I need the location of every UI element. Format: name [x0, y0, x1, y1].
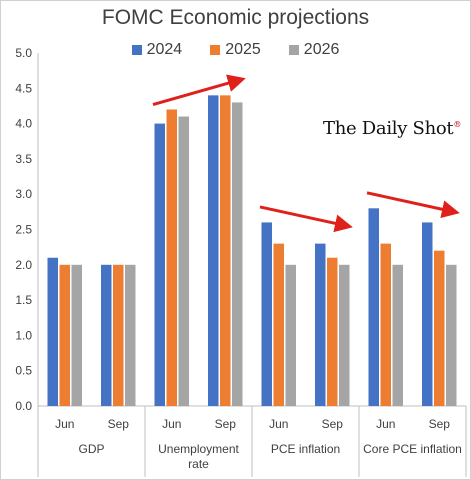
- group-label: rate: [188, 457, 209, 471]
- bar-2025: [166, 109, 177, 406]
- x-tick-label: Sep: [215, 417, 237, 431]
- legend-swatch-2025: [210, 45, 221, 55]
- bar-2025: [59, 264, 70, 406]
- bar-2025: [380, 243, 391, 406]
- legend-label-2024: 2024: [146, 41, 183, 58]
- y-tick-label: 2.0: [15, 258, 32, 272]
- x-tick-label: Jun: [55, 417, 74, 431]
- x-tick-label: Jun: [162, 417, 181, 431]
- bar-2024: [368, 208, 379, 406]
- x-tick-label: Sep: [322, 417, 344, 431]
- legend-item-2025: 2025: [210, 41, 261, 59]
- y-tick-label: 4.5: [15, 81, 32, 95]
- bar-2025: [327, 257, 338, 406]
- brand-name: The Daily Shot: [323, 118, 454, 139]
- group-label: Unemployment: [158, 442, 239, 456]
- bar-2024: [47, 257, 58, 406]
- chart-title: FOMC Economic projections: [101, 6, 370, 29]
- legend-item-2026: 2026: [288, 41, 340, 59]
- legend-swatch-2026: [288, 45, 299, 55]
- y-tick-label: 0.5: [15, 364, 32, 378]
- bar-2026: [232, 102, 243, 407]
- legend-label-2025: 2025: [225, 41, 261, 58]
- x-tick-label: Jun: [269, 417, 288, 431]
- bar-2025: [273, 243, 284, 406]
- trend-arrow-down: [259, 205, 353, 233]
- group-label: Core PCE inflation: [363, 442, 462, 456]
- y-tick-label: 1.0: [15, 328, 32, 342]
- bar-2025: [113, 264, 124, 406]
- y-tick-label: 3.0: [15, 187, 32, 201]
- group-label: PCE inflation: [271, 442, 340, 456]
- y-tick-label: 4.0: [15, 117, 32, 131]
- bar-2026: [339, 264, 350, 406]
- bar-2026: [285, 264, 296, 406]
- x-tick-label: Sep: [108, 417, 130, 431]
- y-tick-label: 2.5: [15, 223, 32, 237]
- legend-swatch-2024: [131, 45, 142, 55]
- bar-2026: [392, 264, 403, 406]
- brand-mark: ®: [453, 120, 462, 129]
- bar-2024: [422, 222, 433, 406]
- y-tick-label: 3.5: [15, 152, 32, 166]
- bar-2024: [208, 95, 219, 407]
- brand-logo: The Daily Shot®: [323, 118, 461, 139]
- bar-2026: [71, 264, 82, 406]
- bar-2026: [446, 264, 457, 406]
- trend-arrow-down: [366, 191, 460, 219]
- bar-2024: [101, 264, 112, 406]
- bar-2026: [125, 264, 136, 406]
- y-tick-label: 0.0: [15, 399, 32, 413]
- bar-2024: [261, 222, 272, 406]
- x-tick-label: Sep: [429, 417, 451, 431]
- x-tick-label: Jun: [376, 417, 395, 431]
- legend-label-2026: 2026: [303, 41, 340, 58]
- bar-2026: [178, 116, 189, 406]
- trend-arrow-up: [152, 74, 246, 106]
- bar-2025: [220, 95, 231, 407]
- group-label: GDP: [78, 442, 104, 456]
- bar-2024: [315, 243, 326, 406]
- y-tick-label: 1.5: [15, 293, 32, 307]
- legend-item-2024: 2024: [131, 41, 183, 59]
- bar-2025: [434, 250, 445, 406]
- bar-2024: [154, 123, 165, 406]
- y-tick-label: 5.0: [15, 46, 32, 60]
- chart-legend: 2024 2025 2026: [1, 41, 470, 59]
